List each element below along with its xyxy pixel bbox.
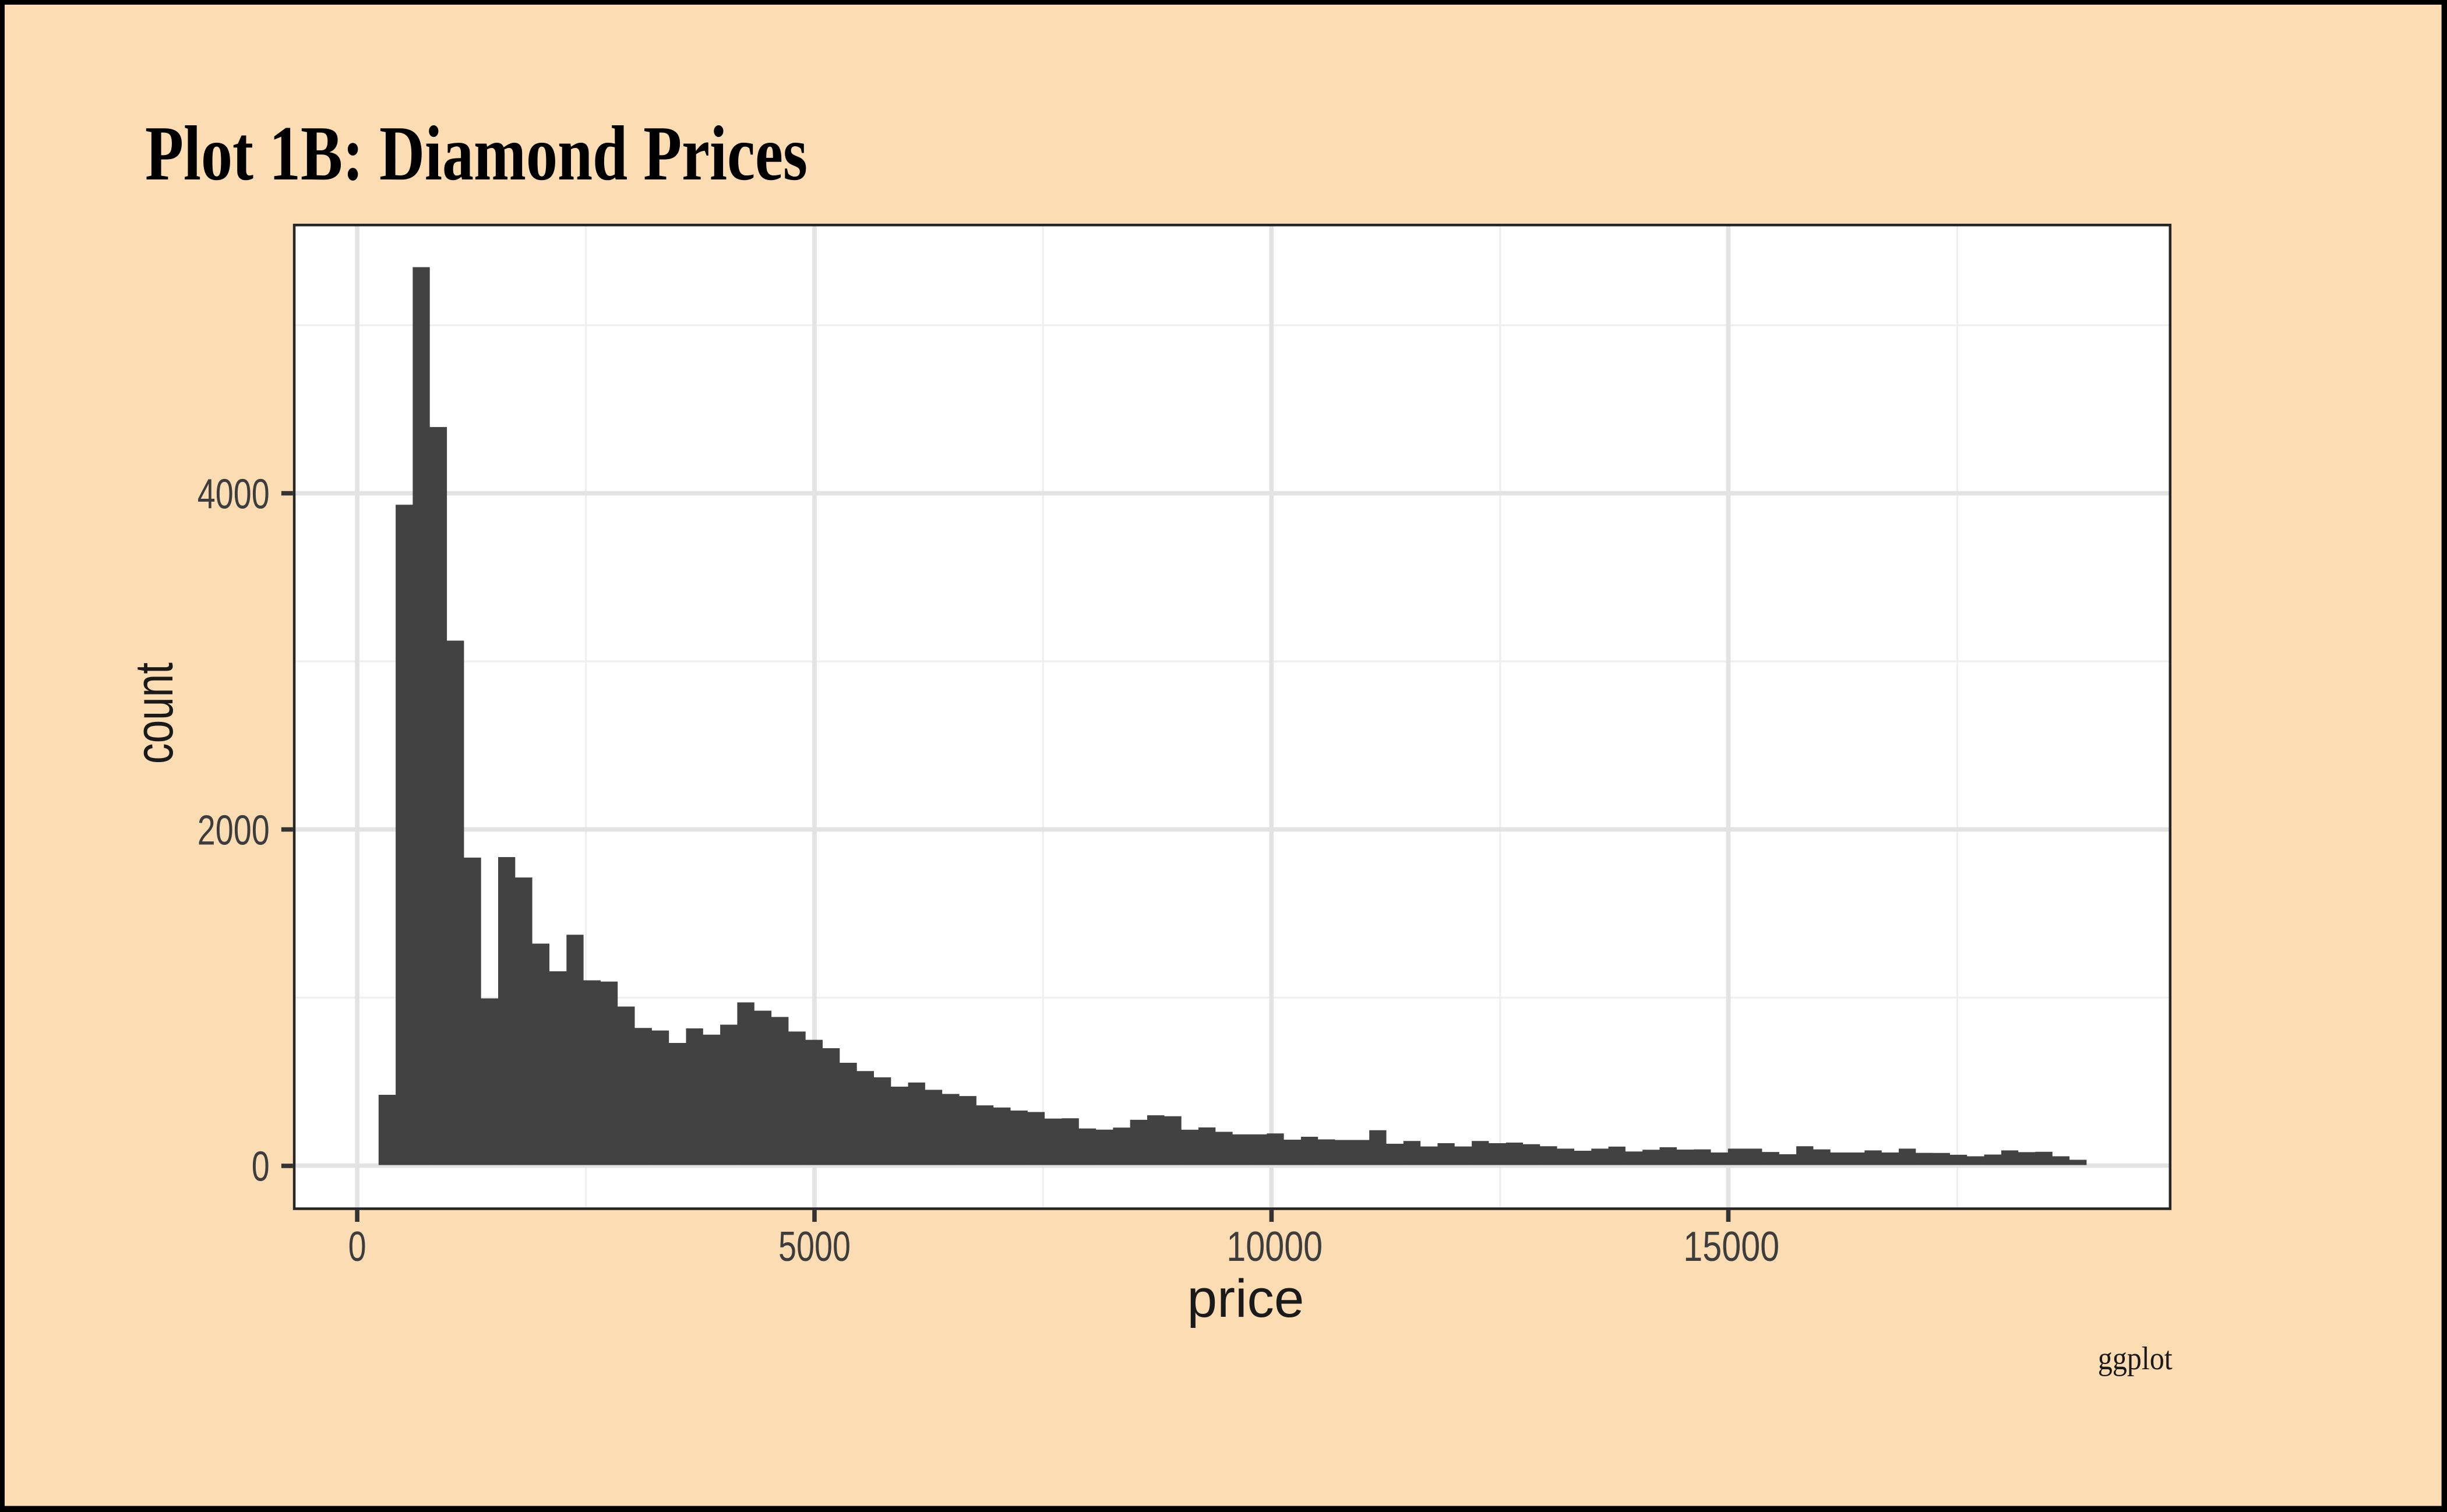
svg-text:ggplot: ggplot <box>2098 1341 2173 1377</box>
svg-text:2000: 2000 <box>198 807 270 854</box>
svg-text:Plot 1B: Diamond Prices: Plot 1B: Diamond Prices <box>145 110 808 196</box>
svg-text:10000: 10000 <box>1226 1224 1323 1270</box>
svg-text:0: 0 <box>348 1224 366 1270</box>
svg-text:4000: 4000 <box>198 471 270 517</box>
svg-text:15000: 15000 <box>1683 1224 1779 1270</box>
svg-text:0: 0 <box>252 1143 270 1190</box>
svg-text:price: price <box>1187 1269 1304 1328</box>
svg-text:5000: 5000 <box>778 1224 851 1270</box>
svg-text:count: count <box>125 662 184 764</box>
